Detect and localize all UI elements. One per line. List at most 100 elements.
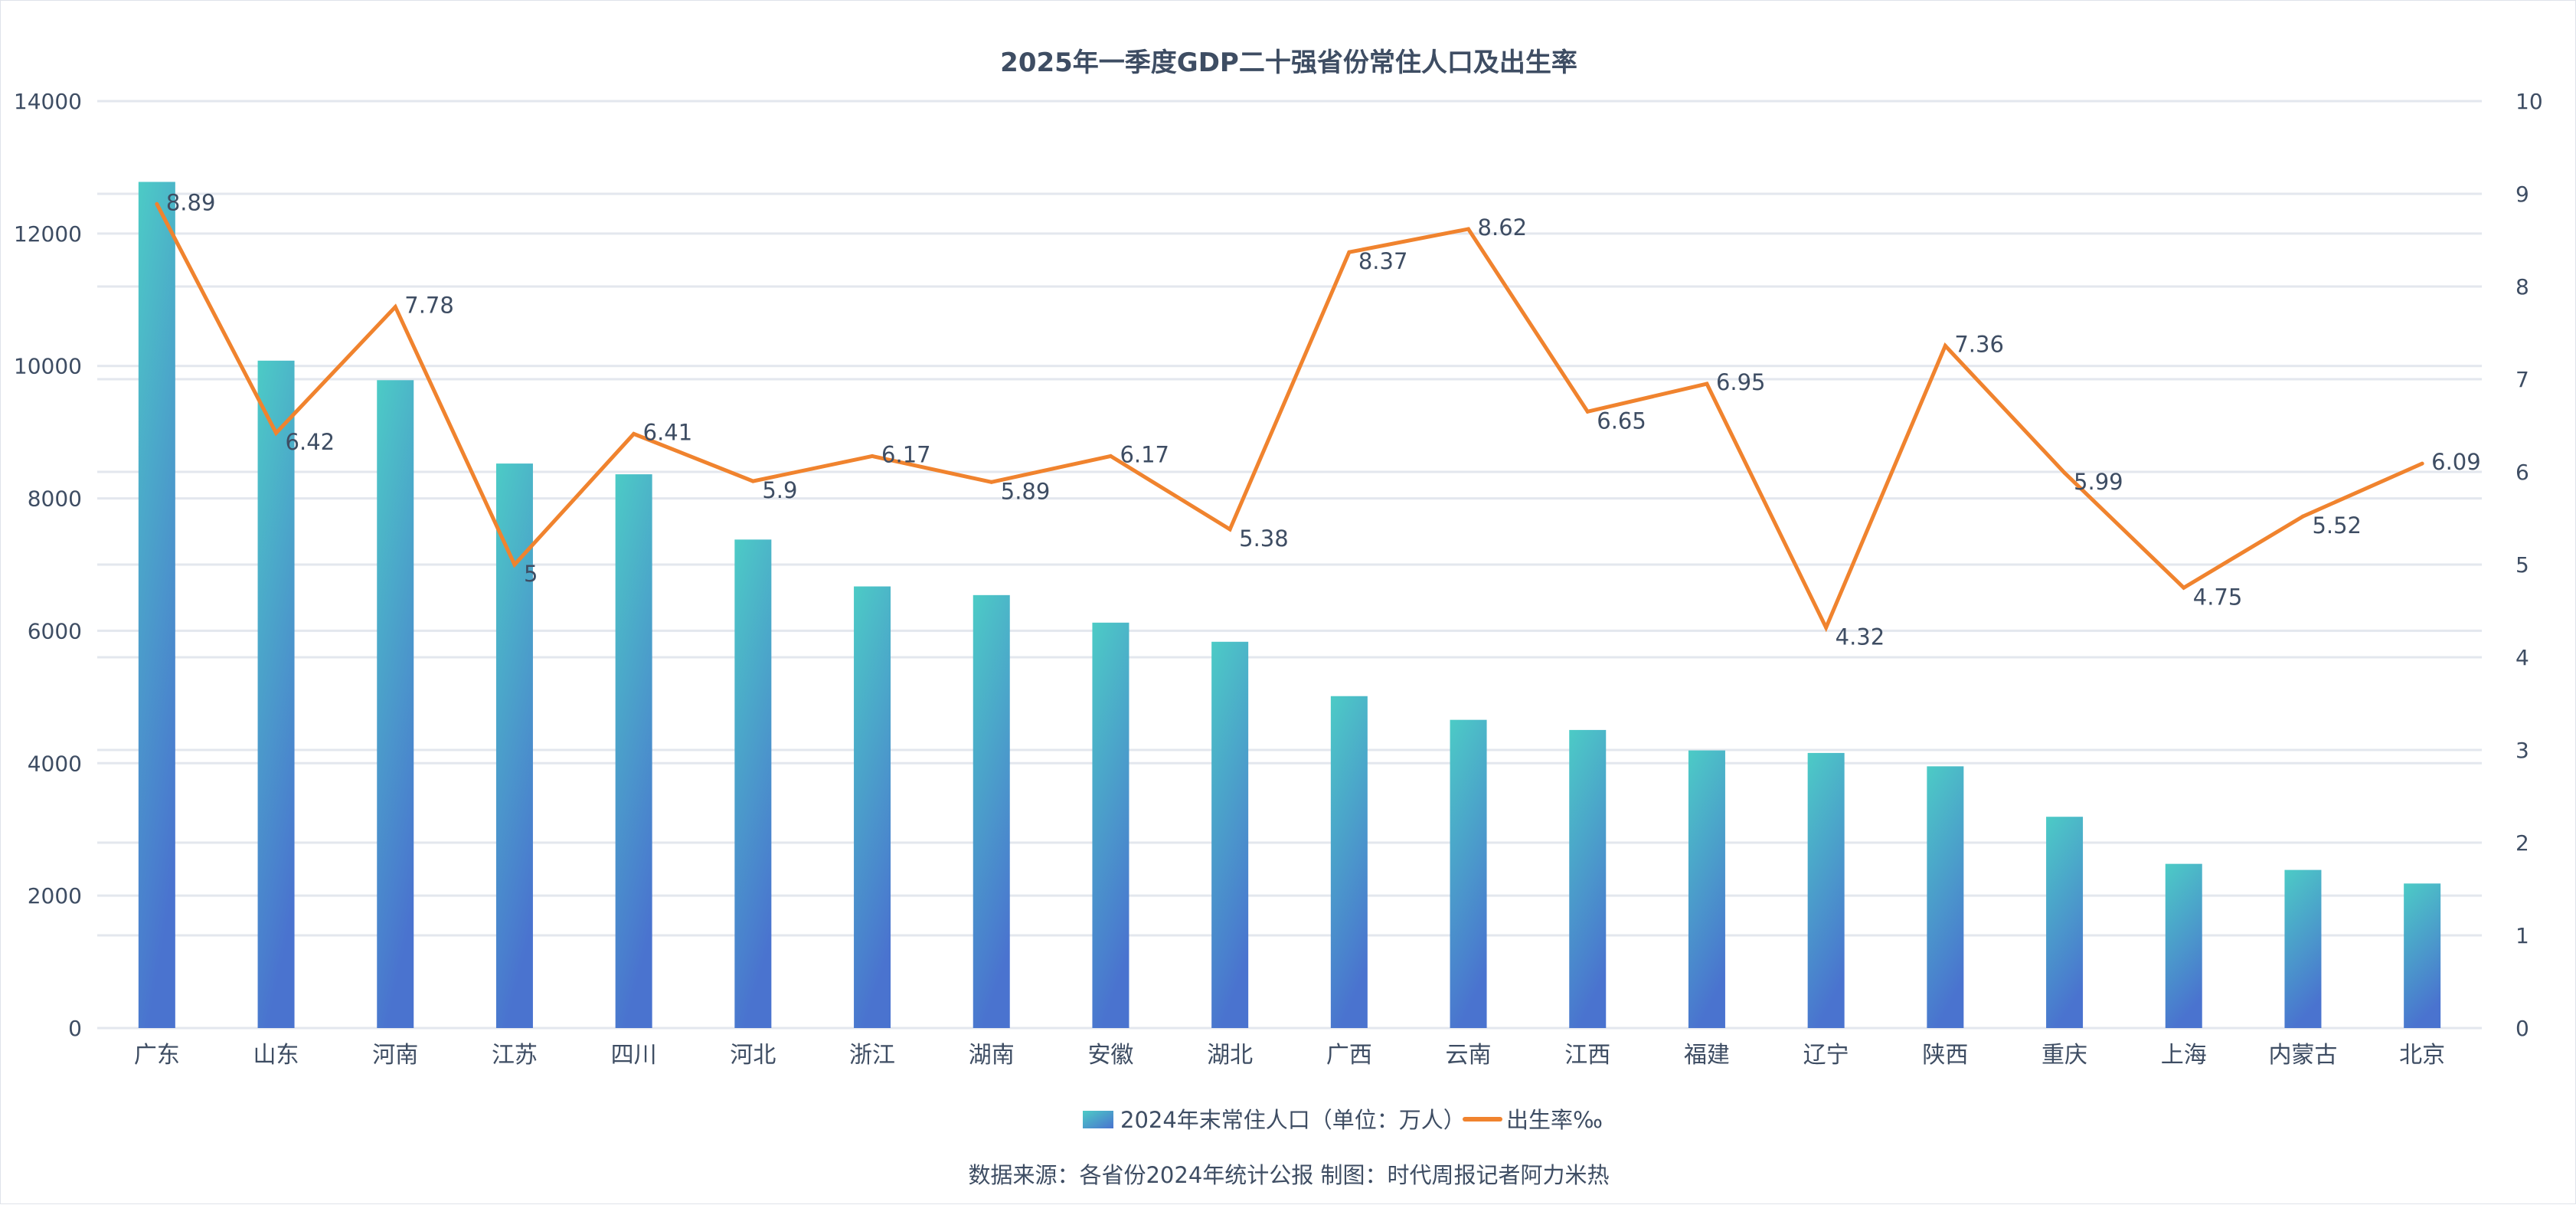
bar-浙江 bbox=[854, 586, 891, 1028]
birth-rate-label: 5.99 bbox=[2074, 469, 2123, 495]
left-tick-label: 4000 bbox=[28, 751, 82, 776]
line-series bbox=[155, 201, 2424, 633]
bar-福建 bbox=[1688, 750, 1725, 1028]
birth-rate-label: 6.42 bbox=[286, 429, 335, 455]
bar-江西 bbox=[1569, 729, 1607, 1028]
birth-rate-label: 4.75 bbox=[2193, 584, 2243, 610]
legend: 2024年末常住人口（单位：万人） 出生率‰ bbox=[1083, 1107, 1603, 1133]
birth-rate-label: 6.09 bbox=[2431, 449, 2481, 475]
birth-rate-line bbox=[155, 203, 2424, 633]
category-label: 上海 bbox=[2161, 1042, 2207, 1069]
category-label: 广东 bbox=[134, 1042, 180, 1069]
category-label: 山东 bbox=[253, 1042, 299, 1069]
birth-rate-point bbox=[1705, 381, 1709, 386]
bar-山东 bbox=[257, 360, 295, 1028]
left-tick-label: 0 bbox=[68, 1016, 82, 1041]
category-label: 云南 bbox=[1446, 1042, 1492, 1069]
category-labels: 广东 山东 河南 江苏 四川 河北 浙江 湖南 安徽 湖北 广西 云南 江西 福建 辽宁 陕西 重庆 上海 内蒙古 北… bbox=[134, 1042, 2445, 1069]
right-tick-label: 2 bbox=[2516, 830, 2529, 856]
left-tick-label: 14000 bbox=[14, 89, 82, 114]
bar-湖南 bbox=[973, 594, 1010, 1028]
category-label: 湖北 bbox=[1207, 1042, 1253, 1069]
category-label: 河南 bbox=[372, 1042, 418, 1069]
right-tick-label: 5 bbox=[2516, 552, 2529, 578]
category-label: 重庆 bbox=[2042, 1042, 2087, 1069]
line-data-labels: 8.89 6.42 7.78 5 6.41 5.9 6.17 5.89 6.17 5.38 8.37… bbox=[166, 189, 2481, 650]
left-tick-label: 2000 bbox=[28, 883, 82, 909]
category-label: 安徽 bbox=[1087, 1042, 1133, 1069]
bar-湖北 bbox=[1211, 641, 1249, 1028]
birth-rate-point bbox=[750, 479, 755, 483]
birth-rate-point bbox=[2182, 585, 2186, 590]
bar-四川 bbox=[615, 474, 652, 1028]
bar-北京 bbox=[2404, 883, 2441, 1028]
category-label: 江苏 bbox=[492, 1042, 538, 1069]
birth-rate-label: 5.89 bbox=[1001, 478, 1051, 504]
right-axis-ticks: 0 1 2 3 4 5 6 7 8 9 10 bbox=[2516, 89, 2543, 1041]
birth-rate-label: 8.62 bbox=[1478, 214, 1528, 241]
category-label: 四川 bbox=[611, 1042, 657, 1069]
category-label: 辽宁 bbox=[1803, 1042, 1849, 1069]
bar-上海 bbox=[2165, 863, 2202, 1028]
birth-rate-label: 5.38 bbox=[1239, 526, 1289, 552]
birth-rate-point bbox=[1108, 454, 1113, 458]
birth-rate-point bbox=[2300, 514, 2305, 519]
right-tick-label: 3 bbox=[2516, 738, 2529, 763]
birth-rate-point bbox=[2062, 470, 2067, 475]
birth-rate-label: 6.17 bbox=[881, 441, 931, 467]
birth-rate-point bbox=[989, 480, 994, 484]
right-tick-label: 4 bbox=[2516, 645, 2529, 670]
birth-rate-label: 5.9 bbox=[762, 477, 797, 503]
bar-云南 bbox=[1450, 719, 1487, 1028]
birth-rate-label: 7.78 bbox=[404, 293, 454, 319]
category-label: 福建 bbox=[1684, 1042, 1730, 1069]
left-tick-label: 10000 bbox=[14, 354, 82, 379]
birth-rate-label: 8.89 bbox=[166, 189, 216, 215]
right-tick-label: 8 bbox=[2516, 274, 2529, 300]
birth-rate-label: 5 bbox=[524, 561, 538, 587]
category-label: 河北 bbox=[730, 1042, 776, 1069]
source-note: 数据来源：各省份2024年统计公报 制图：时代周报记者阿力米热 bbox=[968, 1162, 1609, 1188]
birth-rate-point bbox=[1943, 343, 1947, 348]
birth-rate-point bbox=[512, 562, 517, 567]
birth-rate-point bbox=[1347, 250, 1352, 254]
bar-江苏 bbox=[495, 463, 533, 1028]
birth-rate-point bbox=[274, 431, 279, 435]
birth-rate-label: 4.32 bbox=[1836, 624, 1885, 650]
birth-rate-label: 8.37 bbox=[1358, 248, 1408, 274]
birth-rate-point bbox=[1466, 227, 1471, 231]
category-label: 陕西 bbox=[1922, 1042, 1968, 1069]
birth-rate-point bbox=[1824, 625, 1829, 630]
legend-swatch-population[interactable] bbox=[1083, 1111, 1113, 1128]
birth-rate-point bbox=[393, 305, 397, 309]
category-label: 北京 bbox=[2399, 1042, 2445, 1069]
bar-河南 bbox=[377, 380, 414, 1029]
right-tick-label: 9 bbox=[2516, 182, 2529, 207]
birth-rate-label: 6.41 bbox=[643, 419, 693, 445]
bar-安徽 bbox=[1092, 622, 1129, 1028]
category-label: 内蒙古 bbox=[2268, 1042, 2337, 1069]
bar-内蒙古 bbox=[2284, 869, 2322, 1028]
birth-rate-label: 7.36 bbox=[1954, 331, 2004, 357]
right-tick-label: 0 bbox=[2516, 1016, 2529, 1041]
bar-陕西 bbox=[1927, 766, 1964, 1028]
right-tick-label: 1 bbox=[2516, 923, 2529, 948]
category-label: 湖南 bbox=[969, 1042, 1015, 1069]
birth-rate-point bbox=[2420, 461, 2424, 466]
bar-广西 bbox=[1330, 696, 1368, 1028]
bar-河北 bbox=[734, 539, 772, 1028]
bar-广东 bbox=[138, 182, 175, 1028]
birth-rate-point bbox=[870, 454, 874, 458]
gridlines bbox=[97, 100, 2482, 1030]
category-label: 江西 bbox=[1564, 1042, 1610, 1069]
left-axis-ticks: 0 2000 4000 6000 8000 10000 12000 14000 bbox=[14, 89, 82, 1041]
category-label: 浙江 bbox=[849, 1042, 895, 1069]
bar-series bbox=[138, 182, 2441, 1029]
legend-label-birth-rate[interactable]: 出生率‰ bbox=[1506, 1107, 1603, 1133]
legend-label-population[interactable]: 2024年末常住人口（单位：万人） bbox=[1120, 1107, 1466, 1133]
right-tick-label: 10 bbox=[2516, 89, 2543, 114]
birth-rate-label: 6.65 bbox=[1597, 408, 1646, 434]
left-tick-label: 8000 bbox=[28, 486, 82, 512]
